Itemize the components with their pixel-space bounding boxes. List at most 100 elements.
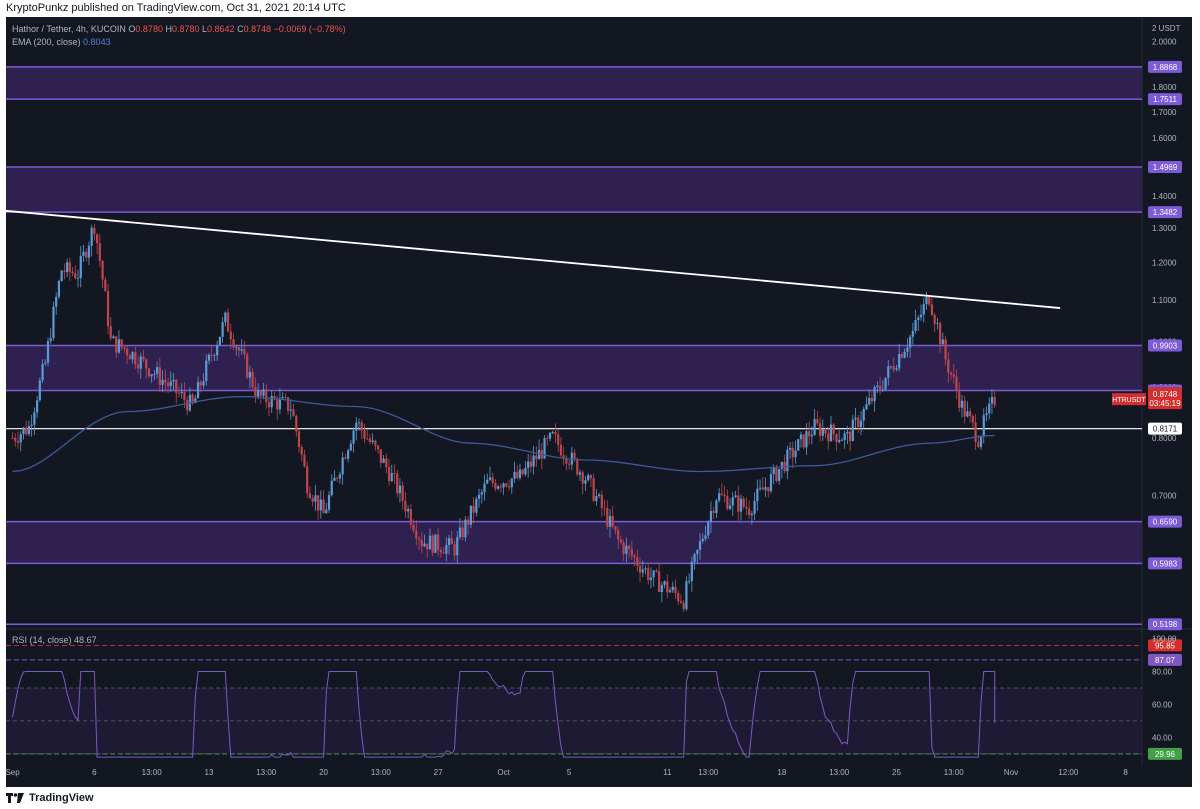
- candle-body: [606, 508, 609, 527]
- candle-body: [778, 468, 781, 481]
- candle-body: [325, 509, 328, 514]
- candle-body: [677, 593, 680, 602]
- time-axis-tick: 13:00: [944, 768, 965, 777]
- candle-body: [679, 601, 683, 603]
- candle-body: [764, 487, 767, 490]
- candle-body: [262, 389, 265, 396]
- candle-body: [682, 602, 685, 610]
- rsi-legend: RSI (14, close) 48.67: [12, 634, 97, 647]
- candle-body: [900, 354, 904, 358]
- candle-body: [941, 339, 944, 345]
- candle-body: [259, 390, 262, 396]
- candle-body: [600, 494, 603, 508]
- candle-body: [467, 519, 470, 525]
- candle-body: [423, 543, 426, 547]
- candle-body: [404, 500, 407, 512]
- candle-body: [584, 480, 587, 484]
- time-axis-tick: 27: [434, 768, 443, 777]
- price-axis-tick: 1.3000: [1152, 224, 1177, 233]
- candle-body: [14, 437, 17, 442]
- candle-body: [698, 541, 702, 550]
- price-level-tag: [1148, 339, 1182, 352]
- candle-body: [903, 351, 906, 358]
- time-axis-tick: 13:00: [142, 768, 163, 777]
- candle-body: [101, 260, 104, 280]
- candle-body: [82, 251, 85, 256]
- price-chart-svg[interactable]: 2.00001.90001.80001.70001.60001.50001.40…: [6, 17, 1192, 787]
- candle-body: [524, 467, 527, 475]
- candle-body: [33, 412, 36, 425]
- price-level-tag: [1148, 422, 1182, 435]
- candle-body: [139, 356, 142, 369]
- candle-body: [109, 326, 112, 339]
- candle-body: [739, 498, 743, 512]
- candle-body: [750, 513, 753, 516]
- candle-body: [532, 455, 535, 467]
- candle-body: [712, 510, 715, 514]
- candle-body: [22, 427, 25, 435]
- candle-body: [368, 438, 372, 442]
- candle-body: [131, 352, 134, 360]
- candle-body: [734, 495, 737, 498]
- candle-body: [936, 323, 939, 325]
- candle-body: [786, 449, 789, 472]
- candle-body: [939, 323, 942, 345]
- candle-body: [829, 424, 833, 442]
- rsi-level-tag: [1148, 747, 1182, 760]
- price-axis-tick: 1.6000: [1152, 134, 1177, 143]
- candle-body: [666, 581, 669, 593]
- candle-body: [98, 243, 101, 261]
- candle-body: [952, 374, 955, 377]
- candle-body: [898, 354, 901, 369]
- candle-body: [715, 500, 718, 514]
- candle-body: [63, 270, 66, 273]
- candle-body: [805, 431, 808, 448]
- candle-body: [396, 473, 399, 494]
- candle-body: [843, 433, 846, 441]
- candle-body: [393, 473, 396, 474]
- candle-body: [546, 438, 549, 439]
- time-axis-tick: Sep: [6, 768, 20, 777]
- candle-body: [202, 381, 205, 386]
- candle-body: [824, 428, 827, 434]
- candle-body: [38, 380, 41, 401]
- candle-body: [66, 262, 69, 273]
- candle-body: [622, 542, 625, 554]
- candle-body: [74, 273, 77, 278]
- candle-body: [808, 431, 811, 437]
- candle-body: [971, 416, 974, 423]
- candle-body: [357, 422, 361, 424]
- candle-body: [126, 348, 129, 356]
- candle-body: [44, 362, 47, 365]
- candle-body: [737, 495, 740, 512]
- candle-body: [338, 474, 342, 479]
- candle-body: [663, 581, 666, 585]
- candle-body: [166, 382, 170, 387]
- time-axis-tick: 6: [92, 768, 97, 777]
- candle-body: [794, 450, 797, 458]
- candle-body: [851, 419, 854, 442]
- candle-body: [625, 545, 628, 554]
- candle-body: [963, 400, 966, 417]
- candle-body: [333, 477, 336, 481]
- candle-body: [297, 431, 301, 447]
- candle-body: [633, 555, 636, 558]
- candle-body: [810, 434, 813, 437]
- time-axis-tick: 5: [567, 768, 572, 777]
- candle-body: [226, 312, 230, 332]
- candle-body: [19, 434, 22, 443]
- candle-body: [745, 506, 748, 509]
- candle-body: [93, 227, 96, 235]
- candle-body: [513, 471, 516, 479]
- chart-frame[interactable]: 2.00001.90001.80001.70001.60001.50001.40…: [6, 17, 1192, 787]
- candle-body: [439, 549, 442, 553]
- candle-body: [276, 399, 279, 410]
- candle-body: [895, 368, 898, 370]
- candle-body: [480, 492, 483, 495]
- candle-body: [611, 515, 614, 527]
- candle-body: [464, 519, 467, 538]
- candle-body: [562, 455, 565, 458]
- time-axis-tick: 13:00: [829, 768, 850, 777]
- candle-body: [955, 376, 958, 391]
- candle-body: [718, 493, 721, 501]
